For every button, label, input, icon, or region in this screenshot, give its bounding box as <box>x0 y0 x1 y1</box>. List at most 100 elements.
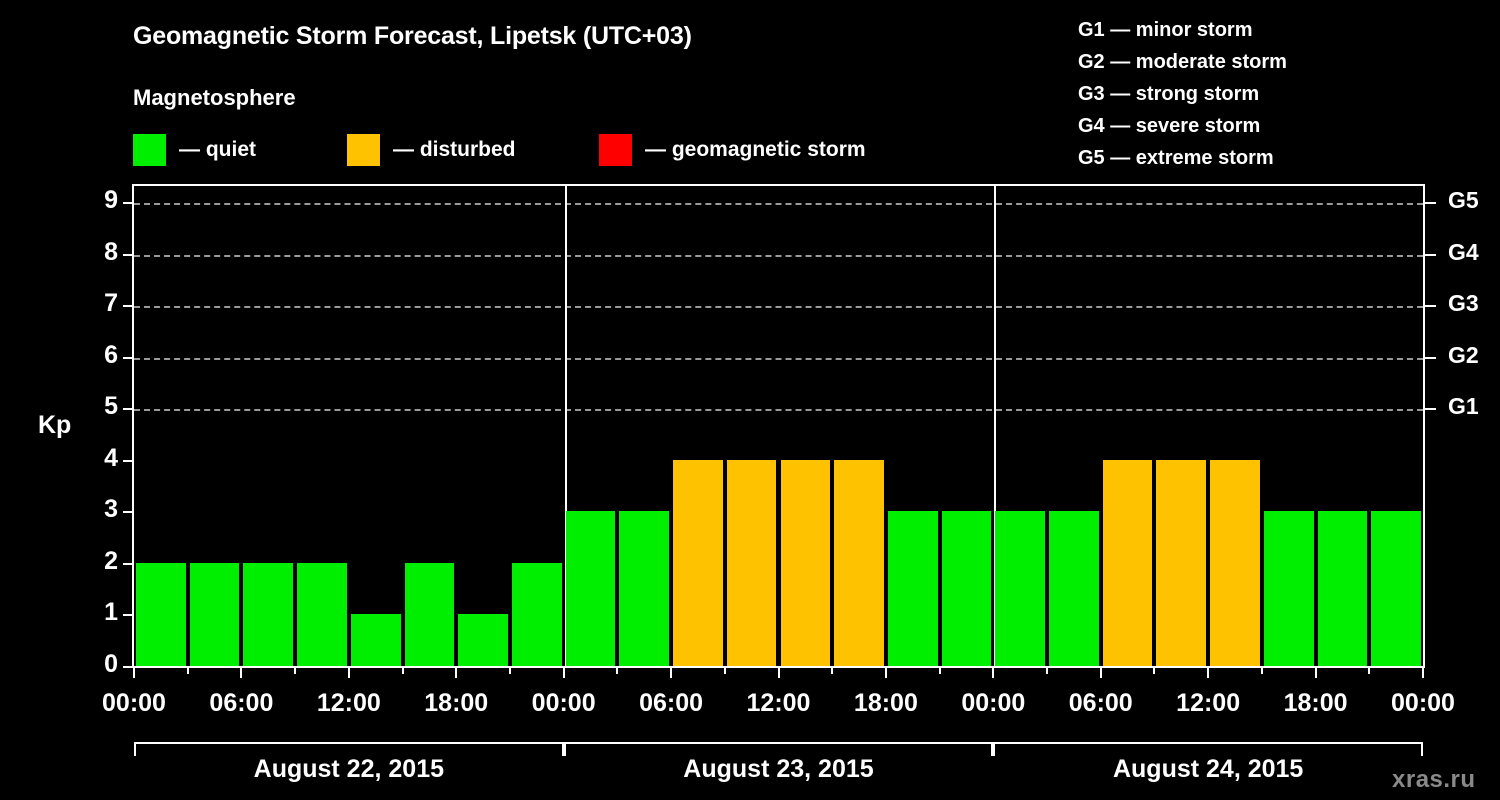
day-bracket <box>993 742 1423 756</box>
x-tick-label: 00:00 <box>1391 689 1455 717</box>
x-tick-major <box>992 668 995 678</box>
x-tick-label: 00:00 <box>531 689 596 717</box>
x-tick-major <box>1314 668 1317 678</box>
plot-area <box>132 184 1425 668</box>
x-tick-minor <box>616 668 619 674</box>
legend-item-geomagnetic-storm: — geomagnetic storm <box>599 133 866 167</box>
legend-item-disturbed: — disturbed <box>347 133 516 167</box>
x-tick-major <box>1207 668 1210 678</box>
bar-kp <box>1263 511 1314 666</box>
day-bracket <box>563 742 994 756</box>
bar-kp <box>350 614 401 666</box>
gscale-legend: G1 — minor storm G2 — moderate storm G3 — … <box>1078 14 1287 174</box>
x-tick-major <box>455 668 458 678</box>
x-tick-major <box>562 668 565 678</box>
legend-label-disturbed: — disturbed <box>393 138 516 161</box>
x-tick-label: 06:00 <box>639 689 704 717</box>
y-tick-mark-2 <box>123 562 134 565</box>
g-tick-label-g2: G2 <box>1448 341 1479 368</box>
y-tick-label-6: 6 <box>104 340 118 369</box>
x-tick-minor <box>186 668 189 674</box>
watermark: xras.ru <box>1392 766 1476 793</box>
g-tick-mark-g1 <box>1425 408 1436 411</box>
x-tick-minor <box>723 668 726 674</box>
x-tick-minor <box>938 668 941 674</box>
y-tick-label-8: 8 <box>104 237 118 266</box>
bar-kp <box>297 562 347 666</box>
bar-kp <box>189 562 240 666</box>
plot-inner <box>134 186 1423 666</box>
page-title: Geomagnetic Storm Forecast, Lipetsk (UTC… <box>133 22 692 50</box>
y-tick-label-9: 9 <box>104 186 118 214</box>
gridline-kp-5 <box>134 409 1423 412</box>
bar-kp <box>404 562 455 666</box>
x-tick-label: 18:00 <box>1283 689 1348 717</box>
legend-label-quiet: — quiet <box>179 138 256 161</box>
bar-kp <box>1102 459 1153 666</box>
y-tick-label-0: 0 <box>104 650 118 678</box>
day-label: August 23, 2015 <box>683 755 874 783</box>
gridline-kp-8 <box>134 254 1423 257</box>
gridline-kp-7 <box>134 306 1423 309</box>
y-tick-mark-5 <box>123 408 134 411</box>
gridline-kp-9 <box>134 203 1423 205</box>
bar-kp <box>780 459 831 666</box>
gridline-kp-6 <box>134 357 1423 360</box>
gscale-line-g1: G1 — minor storm <box>1078 19 1253 41</box>
bar-kp <box>1156 459 1207 666</box>
y-tick-mark-8 <box>123 253 134 256</box>
y-tick-label-5: 5 <box>104 392 118 421</box>
day-divider <box>564 186 567 666</box>
g-tick-label-g5: G5 <box>1448 187 1479 213</box>
x-tick-major <box>347 668 350 678</box>
bar-kp <box>136 562 186 666</box>
x-tick-label: 06:00 <box>1068 689 1133 717</box>
bar-kp <box>726 459 777 666</box>
x-tick-major <box>133 668 135 678</box>
y-tick-label-4: 4 <box>104 443 118 472</box>
bars-layer <box>134 186 1423 666</box>
y-tick-label-3: 3 <box>104 495 118 524</box>
y-tick-mark-7 <box>123 305 134 308</box>
x-tick-major <box>670 668 673 678</box>
x-tick-minor <box>1153 668 1156 674</box>
bar-kp <box>834 459 884 666</box>
x-tick-major <box>1422 668 1424 678</box>
bar-kp <box>1317 511 1368 666</box>
x-tick-minor <box>1260 668 1263 674</box>
x-tick-label: 00:00 <box>961 689 1026 717</box>
gscale-line-g5: G5 — extreme storm <box>1078 147 1274 169</box>
g-tick-mark-g2 <box>1425 356 1436 359</box>
g-tick-label-g3: G3 <box>1448 290 1479 317</box>
y-tick-mark-1 <box>123 614 134 617</box>
x-tick-minor <box>294 668 297 674</box>
x-tick-minor <box>401 668 404 674</box>
x-tick-label: 12:00 <box>316 689 381 717</box>
g-tick-label-g1: G1 <box>1448 393 1479 420</box>
bar-kp <box>511 562 562 666</box>
legend-heading: Magnetosphere <box>133 85 296 110</box>
x-tick-minor <box>508 668 511 674</box>
x-tick-label: 18:00 <box>424 689 489 717</box>
y-tick-mark-9 <box>123 202 134 204</box>
legend-swatch-quiet <box>133 134 166 166</box>
bar-kp <box>673 459 723 666</box>
bar-kp <box>1210 459 1260 666</box>
bar-kp <box>1049 511 1099 666</box>
y-tick-mark-0 <box>123 666 134 668</box>
gscale-line-g3: G3 — strong storm <box>1078 83 1260 105</box>
bar-kp <box>995 511 1046 666</box>
y-tick-mark-6 <box>123 356 134 359</box>
day-divider <box>994 186 997 666</box>
g-tick-mark-g3 <box>1425 305 1436 308</box>
y-tick-mark-3 <box>123 511 134 514</box>
gscale-line-g4: G4 — severe storm <box>1078 115 1261 137</box>
day-label: August 22, 2015 <box>253 755 444 783</box>
bar-kp <box>458 614 508 666</box>
x-tick-minor <box>1046 668 1049 674</box>
legend-item-quiet: — quiet <box>133 133 256 167</box>
gscale-line-g2: G2 — moderate storm <box>1078 51 1287 73</box>
x-tick-major <box>777 668 780 678</box>
legend-swatch-disturbed <box>347 134 380 166</box>
bar-kp <box>565 511 616 666</box>
